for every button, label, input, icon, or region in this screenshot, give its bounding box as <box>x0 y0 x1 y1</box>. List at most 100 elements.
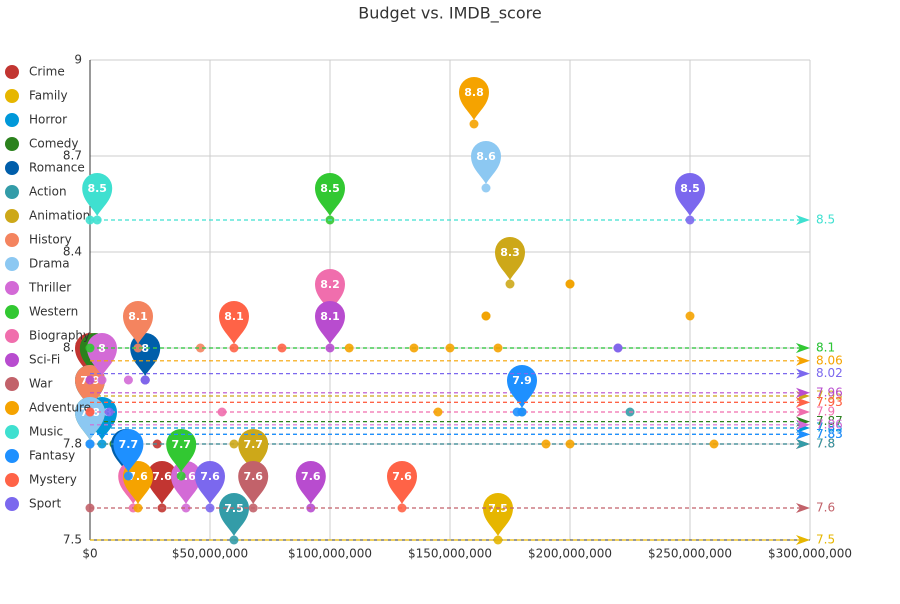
legend-marker[interactable] <box>5 425 19 439</box>
legend-marker[interactable] <box>5 377 19 391</box>
pin-label: 8 <box>141 342 149 355</box>
legend-label[interactable]: Crime <box>29 65 65 79</box>
average-arrow <box>796 215 810 225</box>
pin: 7.6 <box>238 460 269 504</box>
point <box>493 343 503 353</box>
pin-label: 8.1 <box>224 310 244 323</box>
pin: 8.1 <box>123 301 153 344</box>
legend-marker[interactable] <box>5 329 19 343</box>
point <box>217 407 227 417</box>
legend-label[interactable]: Horror <box>29 113 67 127</box>
y-tick-label: 9 <box>74 53 82 67</box>
point <box>397 503 407 513</box>
point <box>104 407 114 417</box>
legend-label[interactable]: Mystery <box>29 473 77 487</box>
legend-marker[interactable] <box>5 65 19 79</box>
legend-label[interactable]: Western <box>29 305 78 319</box>
legend-marker[interactable] <box>5 113 19 127</box>
average-arrow <box>796 535 810 545</box>
average-label: 8.1 <box>816 341 835 355</box>
average-label: 7.9 <box>816 405 835 419</box>
point <box>92 215 102 225</box>
average-arrow <box>796 387 810 398</box>
point <box>277 343 287 353</box>
pin-label: 8.5 <box>87 182 107 195</box>
legend-label[interactable]: Adventure <box>29 401 91 415</box>
pin-shape <box>315 173 345 216</box>
legend-label[interactable]: Sport <box>29 497 62 511</box>
legend-label[interactable]: Family <box>29 89 68 103</box>
pin-shape <box>387 461 417 504</box>
point <box>229 535 239 545</box>
legend-label[interactable]: Music <box>29 425 63 439</box>
legend-marker[interactable] <box>5 257 19 271</box>
point <box>97 375 107 385</box>
pin-shape <box>123 461 153 504</box>
average-arrow <box>796 429 810 440</box>
average-label: 8.02 <box>816 366 843 380</box>
legend-marker[interactable] <box>5 305 19 319</box>
legend-label[interactable]: Action <box>29 185 67 199</box>
legend-marker[interactable] <box>5 353 19 367</box>
point <box>685 311 695 321</box>
pin-label: 8.1 <box>128 310 148 323</box>
pin-label: 8.5 <box>320 182 340 195</box>
legend-marker[interactable] <box>5 497 19 511</box>
legend-label[interactable]: War <box>29 377 52 391</box>
legend-label[interactable]: Biography <box>29 329 90 343</box>
point <box>541 439 551 449</box>
pin: 8 <box>130 333 161 376</box>
legend-marker[interactable] <box>5 161 19 175</box>
legend-label[interactable]: Animation <box>29 209 90 223</box>
average-label: 7.83 <box>816 427 843 441</box>
pin: 7.6 <box>295 461 326 504</box>
y-tick-label: 8.7 <box>63 149 82 163</box>
pin-label: 7.5 <box>224 502 244 515</box>
average-arrow <box>796 343 810 353</box>
legend-label[interactable]: Romance <box>29 161 85 175</box>
point <box>181 503 191 513</box>
point <box>505 279 515 289</box>
pin-shape <box>219 493 249 536</box>
legend-marker[interactable] <box>5 209 19 223</box>
point <box>85 343 95 353</box>
legend-label[interactable]: Drama <box>29 257 70 271</box>
point <box>85 503 95 513</box>
legend-marker[interactable] <box>5 233 19 247</box>
pin-label: 8 <box>98 342 106 355</box>
legend-label[interactable]: Comedy <box>29 137 79 151</box>
average-arrow <box>796 419 810 430</box>
pin-label: 8.3 <box>500 246 520 259</box>
point <box>493 535 503 545</box>
average-label: 7.83 <box>816 427 843 441</box>
legend-marker[interactable] <box>5 137 19 151</box>
y-tick-label: 7.5 <box>63 533 82 547</box>
legend-label[interactable]: Fantasy <box>29 449 75 463</box>
pin-shape <box>219 301 249 344</box>
legend-marker[interactable] <box>5 449 19 463</box>
pin-shape <box>75 397 105 440</box>
pin-shape <box>147 461 177 504</box>
average-label: 7.95 <box>816 389 843 403</box>
legend-marker[interactable] <box>5 185 19 199</box>
legend-label[interactable]: History <box>29 233 72 247</box>
average-label: 7.86 <box>816 417 843 431</box>
pin-label: 7.6 <box>128 470 148 483</box>
pin: 7.5 <box>219 493 249 536</box>
pin: 8.5 <box>315 173 345 216</box>
legend-marker[interactable] <box>5 89 19 103</box>
pin-label: 7.6 <box>243 470 263 483</box>
average-arrow <box>796 407 810 417</box>
average-label: 7.8 <box>816 437 835 451</box>
legend-marker[interactable] <box>5 281 19 295</box>
point <box>229 343 239 353</box>
point <box>205 503 215 513</box>
pin: 7.7 <box>166 429 197 472</box>
pin: 8.5 <box>82 173 113 216</box>
legend-marker[interactable] <box>5 401 19 415</box>
legend-label[interactable]: Thriller <box>28 281 71 295</box>
y-tick-label: 8.4 <box>63 245 82 259</box>
legend-label[interactable]: Sci-Fi <box>29 353 60 367</box>
legend-marker[interactable] <box>5 473 19 487</box>
pin: 8 <box>87 333 117 376</box>
